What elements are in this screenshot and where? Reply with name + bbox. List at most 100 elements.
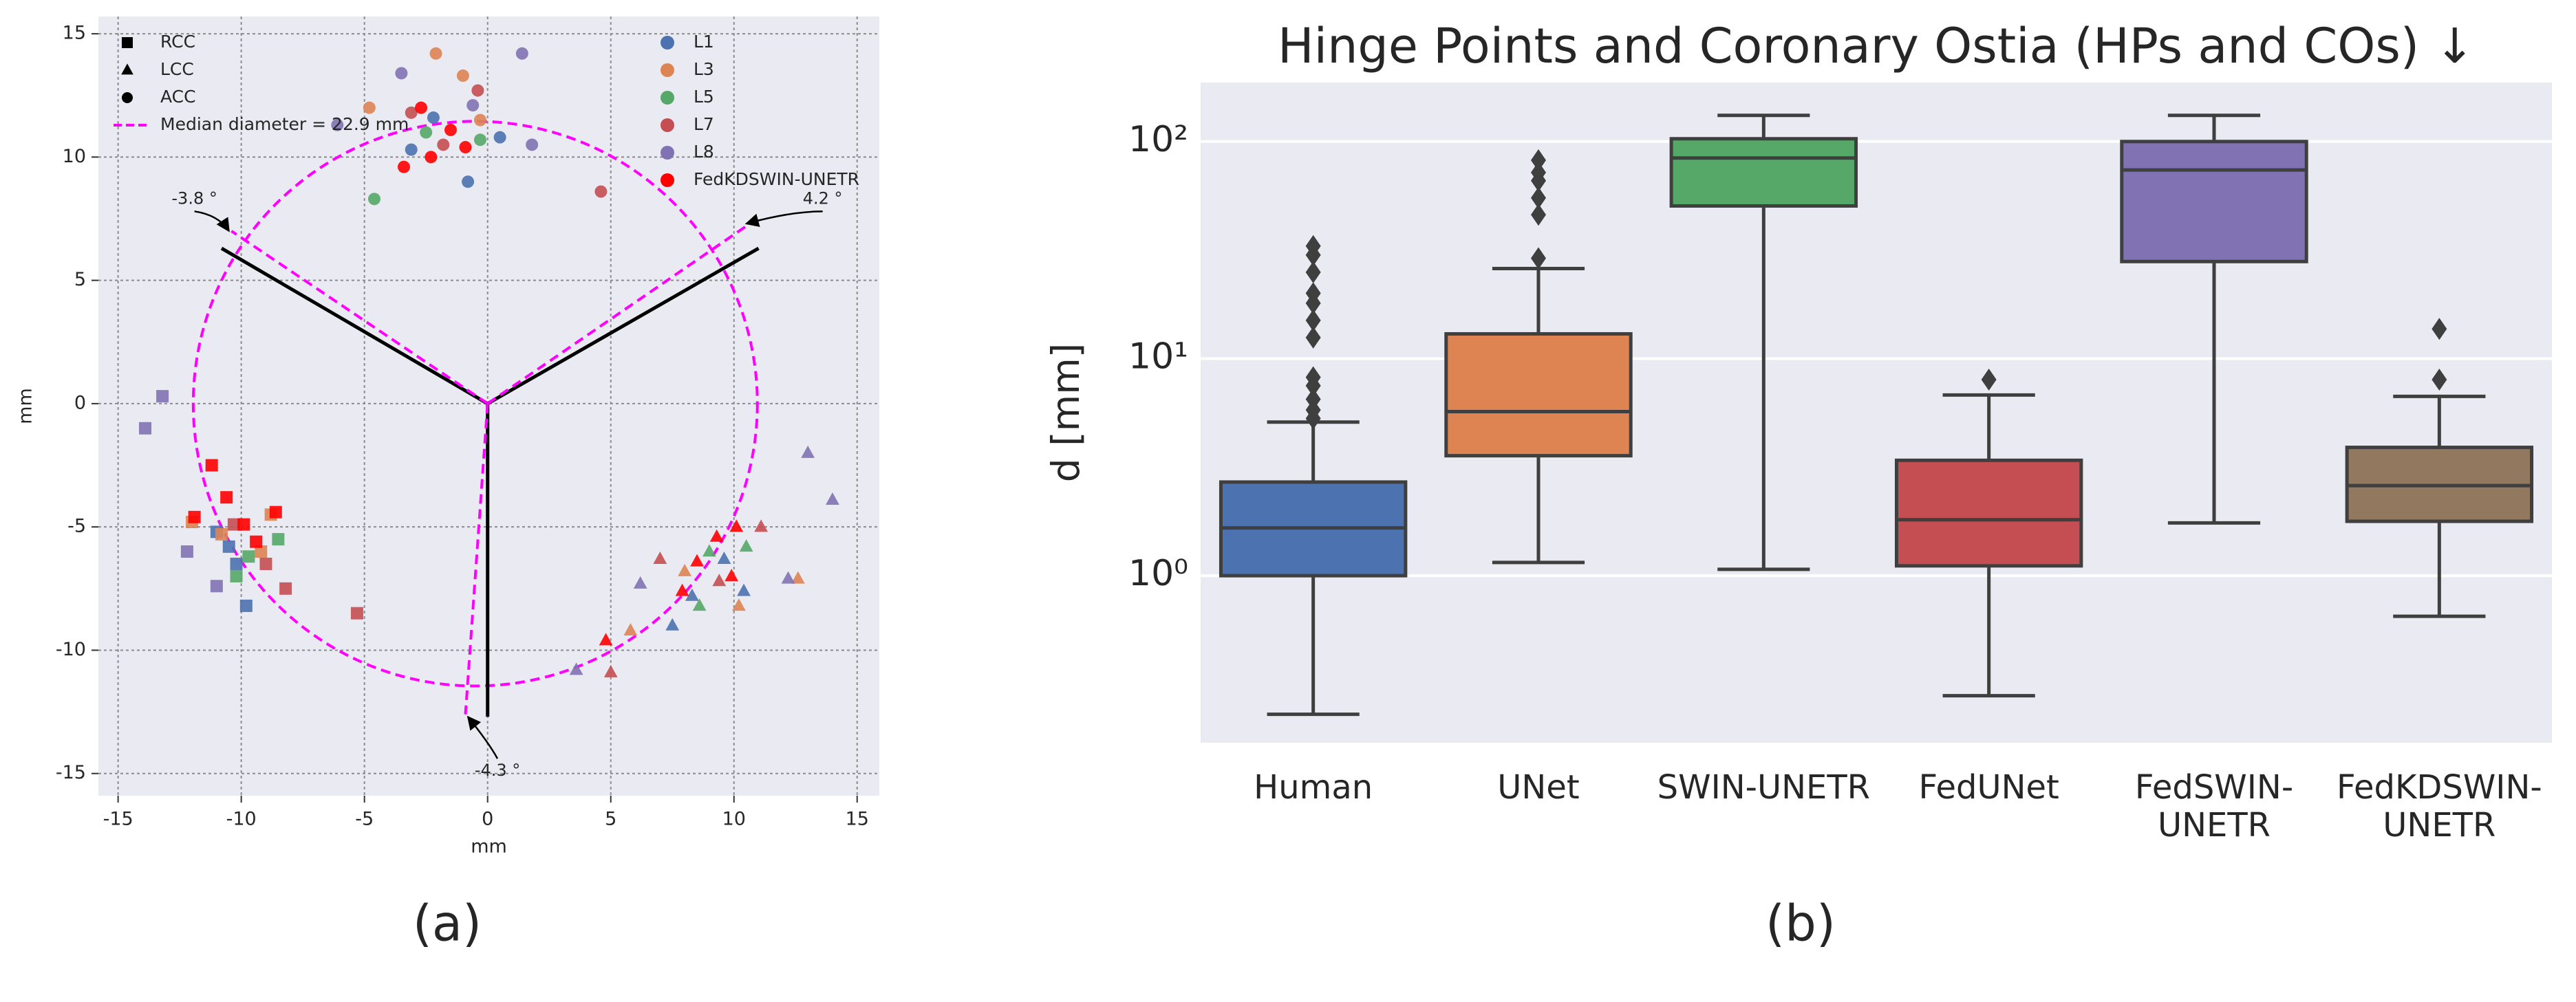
- legend-marker: [661, 173, 674, 187]
- y-tick-label: -5: [67, 516, 86, 537]
- point: [709, 529, 724, 542]
- outlier: [1305, 282, 1321, 305]
- legend-marker: [661, 91, 674, 105]
- point: [220, 491, 233, 504]
- point: [437, 138, 450, 151]
- legend-label: L1: [694, 32, 714, 52]
- legend-label: ACC: [160, 87, 196, 107]
- point: [227, 518, 240, 531]
- point: [272, 533, 285, 546]
- x-tick-label: FedUNet: [1918, 768, 2059, 807]
- x-tick-label: 10: [722, 809, 746, 830]
- box: [2120, 140, 2308, 263]
- point: [456, 69, 469, 83]
- x-tick-label: -5: [355, 809, 374, 830]
- point: [729, 519, 744, 532]
- point: [515, 47, 528, 60]
- outlier: [1531, 149, 1546, 172]
- point: [230, 557, 243, 570]
- y-tick-label: 15: [63, 23, 86, 44]
- point: [425, 151, 438, 164]
- legend-marker: [661, 36, 674, 50]
- point: [690, 554, 704, 567]
- point: [569, 662, 583, 675]
- point: [139, 422, 152, 435]
- outlier: [2432, 318, 2447, 340]
- point: [462, 175, 475, 188]
- point: [599, 633, 613, 646]
- y-axis-label: d [mm]: [1044, 343, 1088, 482]
- point: [473, 133, 486, 146]
- legend-label: L3: [694, 59, 714, 79]
- point: [781, 571, 795, 584]
- point: [405, 143, 418, 156]
- x-tick-label: 5: [605, 809, 616, 830]
- point: [395, 67, 408, 80]
- point: [242, 550, 255, 563]
- outlier: [1305, 235, 1321, 257]
- x-axis-label: mm: [471, 836, 507, 858]
- point: [717, 551, 731, 564]
- caption-b: (b): [1765, 895, 1836, 952]
- box: [1444, 331, 1633, 458]
- y-axis-label: mm: [15, 388, 36, 424]
- legend-marker: [122, 92, 133, 103]
- point: [188, 510, 201, 523]
- axis-line: [220, 246, 489, 406]
- point: [259, 557, 272, 570]
- legend-label: RCC: [160, 32, 195, 52]
- point: [180, 545, 193, 558]
- point: [368, 193, 381, 206]
- point: [678, 563, 692, 576]
- axis-line: [486, 246, 760, 406]
- point: [363, 101, 376, 114]
- point: [801, 445, 815, 458]
- point: [420, 126, 433, 139]
- legend-label: L5: [694, 87, 714, 107]
- point: [603, 664, 618, 677]
- annotation-arrow: [466, 715, 499, 759]
- point: [415, 101, 428, 114]
- point: [493, 131, 506, 144]
- point: [473, 113, 486, 127]
- outlier: [1531, 161, 1546, 184]
- dashed-line: [464, 403, 489, 715]
- point: [237, 518, 250, 531]
- point: [692, 598, 707, 611]
- box: [1669, 137, 1858, 208]
- point: [269, 505, 282, 519]
- plot-background: [1201, 83, 2552, 743]
- dashed-line: [486, 225, 747, 405]
- point: [250, 535, 263, 548]
- legend-marker: [661, 146, 674, 160]
- point: [230, 569, 243, 582]
- x-tick-label: FedKDSWIN-UNETR: [2337, 768, 2542, 845]
- y-tick-label: 0: [74, 392, 86, 413]
- point: [471, 84, 484, 97]
- point: [754, 519, 769, 532]
- point: [712, 574, 727, 587]
- median-circle: [191, 120, 759, 688]
- outlier: [1531, 186, 1546, 209]
- point: [526, 138, 539, 151]
- point: [702, 544, 716, 557]
- point: [633, 576, 647, 589]
- caption-a: (a): [413, 895, 482, 952]
- x-tick-label: -15: [103, 809, 133, 830]
- point: [205, 459, 218, 472]
- dashed-line: [230, 230, 489, 405]
- point: [331, 118, 344, 131]
- y-tick-label: 10²: [1128, 119, 1188, 160]
- legend-label: L7: [694, 114, 714, 134]
- annotation: -4.3 °: [475, 761, 520, 780]
- point: [685, 588, 699, 601]
- point: [653, 551, 667, 564]
- outlier: [1305, 261, 1321, 283]
- point: [791, 571, 805, 584]
- legend-label: L8: [694, 142, 714, 162]
- x-tick-label: FedSWIN-UNETR: [2135, 768, 2293, 845]
- point: [594, 185, 608, 198]
- x-tick-label: 15: [846, 809, 869, 830]
- y-tick-label: -15: [56, 762, 86, 783]
